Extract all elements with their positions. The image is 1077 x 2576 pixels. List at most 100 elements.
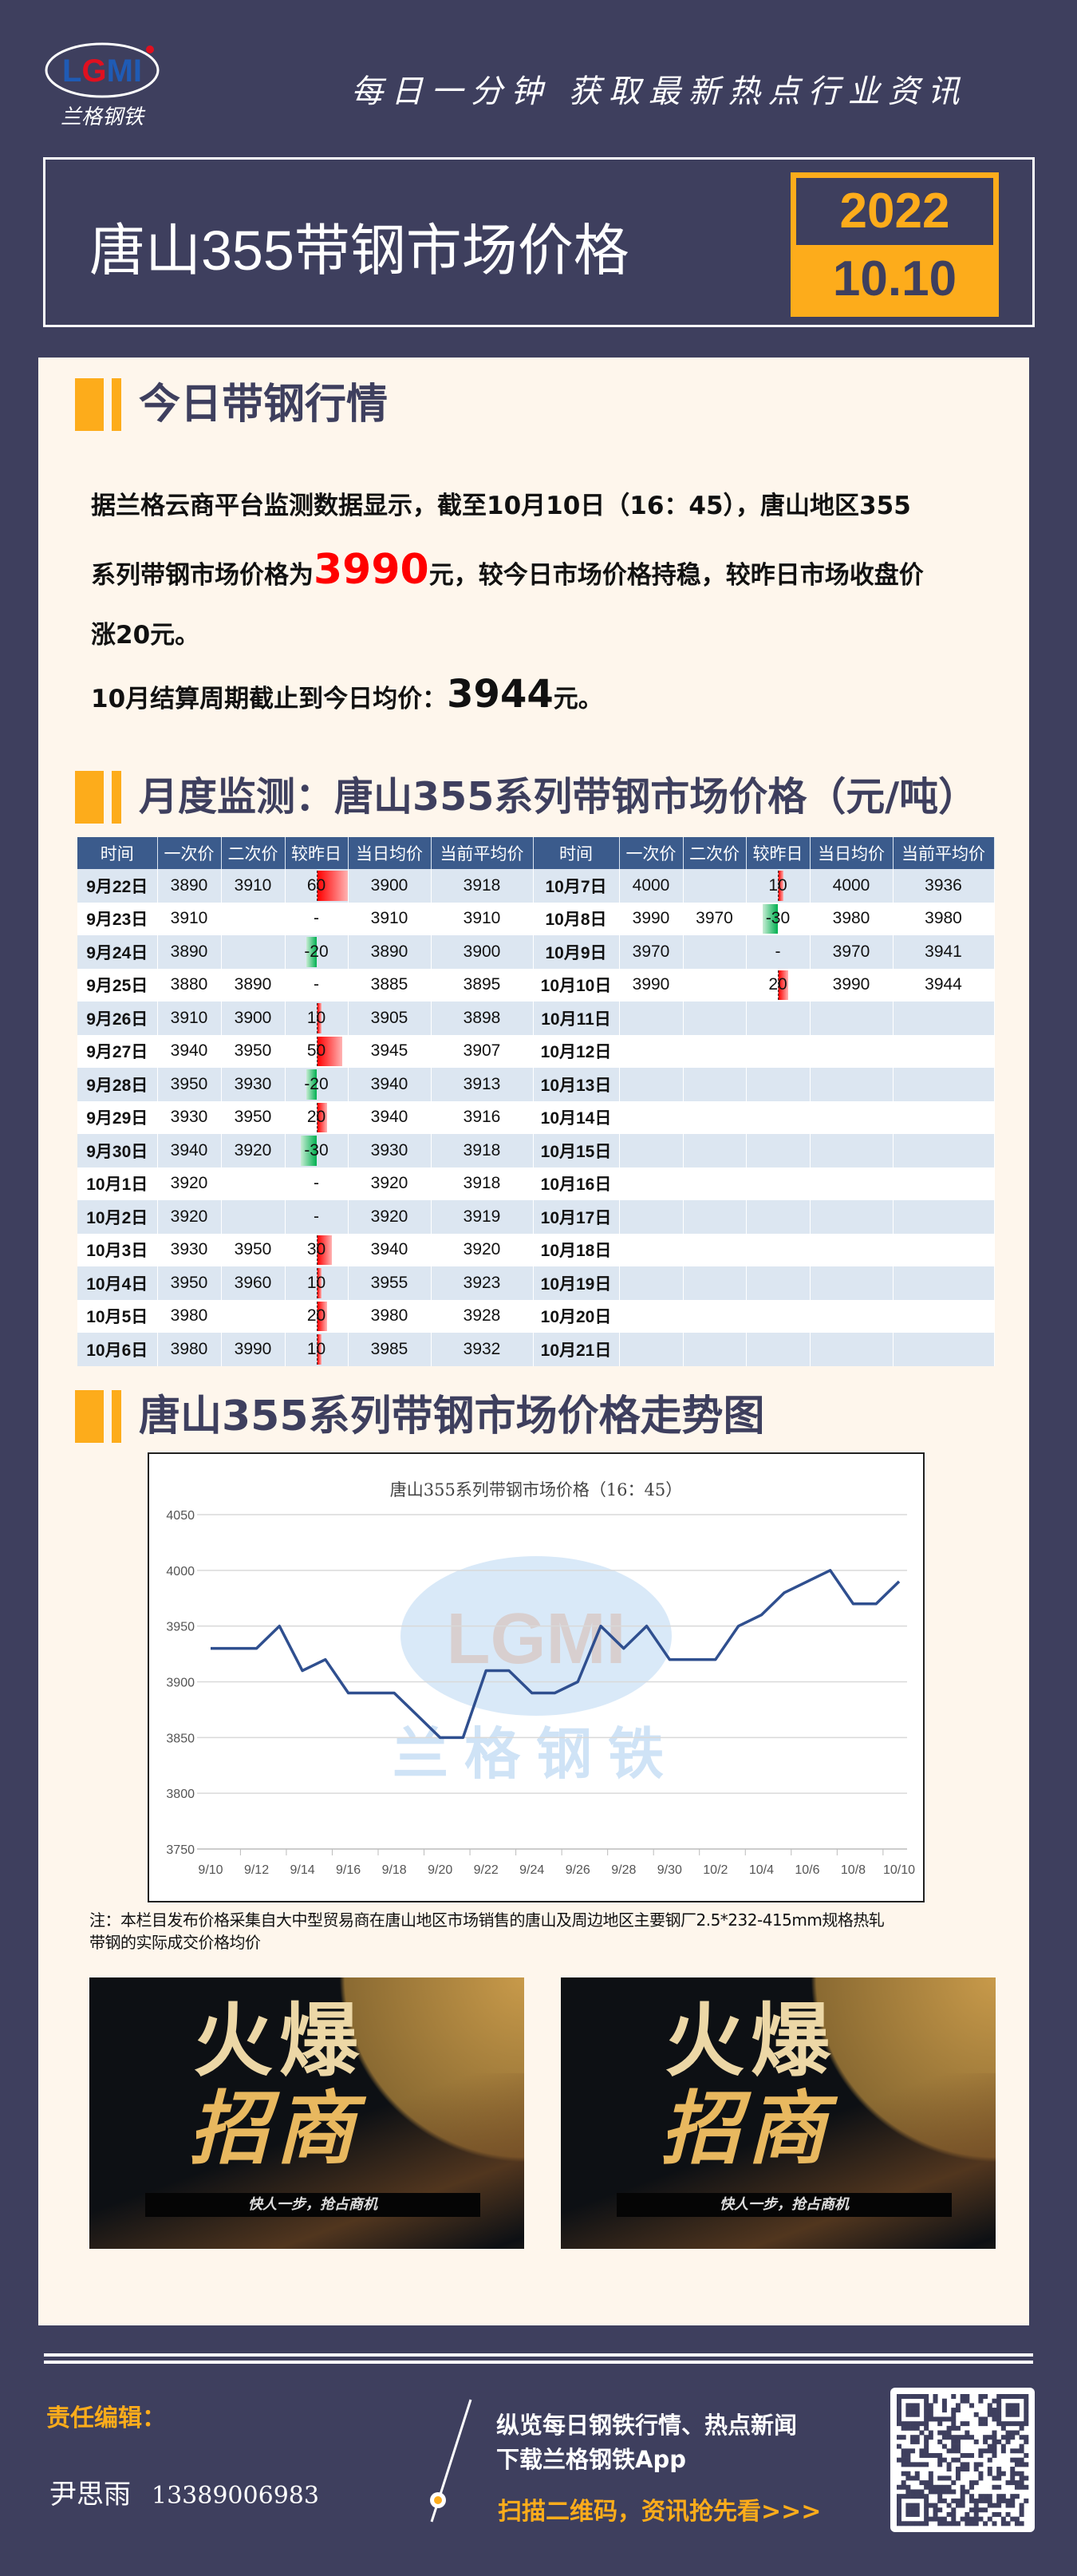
price-cell [619, 1200, 684, 1234]
price-cell: 3940 [157, 1034, 222, 1068]
cell-value: 3940 [170, 1041, 208, 1061]
ad-headline: 招商 [189, 2082, 361, 2175]
price-cell [893, 1233, 995, 1266]
date-cell: 10月18日 [533, 1233, 620, 1266]
ad-banner[interactable]: 火爆 招商 快人一步，抢占商机 [561, 1977, 996, 2249]
cell-value: 10月6日 [86, 1341, 148, 1360]
footnote-line: 注：本栏目发布价格采集自大中型贸易商在唐山地区市场销售的唐山及周边地区主要钢厂2… [89, 1910, 885, 1930]
date-cell: 10月17日 [533, 1200, 620, 1234]
price-cell: 3970 [683, 902, 747, 935]
x-tick-label: 9/18 [382, 1863, 407, 1877]
cell-value: 3936 [925, 875, 962, 895]
price-cell: 3930 [221, 1068, 286, 1101]
column-header: 一次价 [157, 837, 222, 869]
date-cell: 10月19日 [533, 1266, 620, 1300]
promo-line: 下载兰格钢铁App [496, 2446, 686, 2473]
change-cell: -30 [746, 902, 811, 935]
price-cell: 3910 [221, 869, 286, 903]
change-cell: 10 [285, 1266, 349, 1300]
table-row: 10月2日 3920 - 3920 3919 10月17日 [77, 1200, 995, 1234]
decrease-bar [306, 937, 317, 967]
price-cell: 3920 [157, 1167, 222, 1200]
price-cell [221, 1299, 286, 1333]
price-cell: 3900 [348, 869, 432, 903]
ad-banner[interactable]: 火爆 招商 快人一步，抢占商机 [89, 1977, 524, 2249]
cell-value: 3990 [632, 909, 670, 928]
watermark-logo [400, 1556, 672, 1716]
cell-value: 3930 [170, 1240, 208, 1259]
change-cell: 50 [285, 1034, 349, 1068]
price-cell: 3980 [348, 1299, 432, 1333]
price-cell [619, 1233, 684, 1266]
price-cell: 3990 [221, 1333, 286, 1366]
price-cell: 3940 [348, 1068, 432, 1101]
price-cell: 3950 [221, 1100, 286, 1134]
change-cell: - [746, 935, 811, 969]
price-cell [810, 1333, 894, 1366]
change-cell: 10 [285, 1333, 349, 1366]
price-cell: 3910 [348, 902, 432, 935]
increase-bar [316, 1003, 322, 1033]
price-cell [810, 1068, 894, 1101]
price-cell [810, 1299, 894, 1333]
price-cell: 3980 [157, 1333, 222, 1366]
change-cell: -20 [285, 935, 349, 969]
cell-value: 10月16日 [540, 1175, 612, 1195]
cell-value: 3945 [370, 1041, 408, 1061]
price-cell: 3944 [893, 968, 995, 1002]
cell-value: 3890 [170, 942, 208, 961]
x-tick-label: 9/12 [244, 1863, 269, 1877]
table-row: 9月24日 3890 -20 3890 3900 10月9日 3970 - 3970 3941 [77, 935, 995, 969]
date-cell: 9月25日 [77, 968, 158, 1002]
cell-value: 20 [306, 1108, 326, 1127]
cell-value: 3890 [370, 942, 408, 961]
price-cell [221, 1200, 286, 1234]
cell-value: 3900 [370, 875, 408, 895]
price-cell: 3950 [221, 1034, 286, 1068]
cell-value: 10月20日 [540, 1308, 612, 1327]
date-cell: 10月20日 [533, 1299, 620, 1333]
cell-value: 9月24日 [86, 943, 148, 962]
cell-value: 3880 [170, 975, 208, 994]
price-cell [619, 1002, 684, 1035]
price-cell: 3930 [348, 1134, 432, 1167]
price-cell: 4000 [810, 869, 894, 903]
heading-bar [112, 1390, 121, 1443]
cell-value: 3940 [370, 1240, 408, 1259]
cell-value: 10月19日 [540, 1274, 612, 1294]
cell-value: 3890 [234, 975, 272, 994]
cell-value: 3910 [170, 909, 208, 928]
price-cell [893, 1333, 995, 1366]
cell-value: 3950 [170, 1074, 208, 1093]
price-cell [619, 1134, 684, 1167]
cell-value: - [775, 942, 781, 961]
price-cell: 3980 [157, 1299, 222, 1333]
price-cell: 3907 [431, 1034, 534, 1068]
price-cell: 3920 [348, 1200, 432, 1234]
price-cell [810, 1167, 894, 1200]
y-tick-label: 4000 [166, 1565, 195, 1578]
price-cell [810, 1200, 894, 1234]
price-cell [683, 869, 747, 903]
divider [44, 2361, 1033, 2364]
price-cell [221, 902, 286, 935]
qr-code[interactable] [890, 2388, 1035, 2532]
cell-value: 3990 [832, 975, 870, 994]
cell-value: 3980 [370, 1306, 408, 1326]
cell-value: 3940 [370, 1108, 408, 1127]
cell-value: 3950 [234, 1240, 272, 1259]
cell-value: 3895 [463, 975, 501, 994]
y-tick-label: 3750 [166, 1843, 195, 1857]
cell-value: 3950 [234, 1108, 272, 1127]
summary-line-3: 涨20元。 [91, 621, 200, 650]
cell-value: 60 [306, 875, 326, 895]
price-cell [619, 1167, 684, 1200]
price-cell [683, 1002, 747, 1035]
column-header: 当前平均价 [431, 837, 534, 869]
price-cell: 3890 [157, 935, 222, 969]
cell-value: 3940 [170, 1140, 208, 1160]
date-cell: 10月1日 [77, 1167, 158, 1200]
cell-value: 10月14日 [540, 1109, 612, 1128]
price-cell [683, 1100, 747, 1134]
cell-value: - [314, 909, 319, 928]
